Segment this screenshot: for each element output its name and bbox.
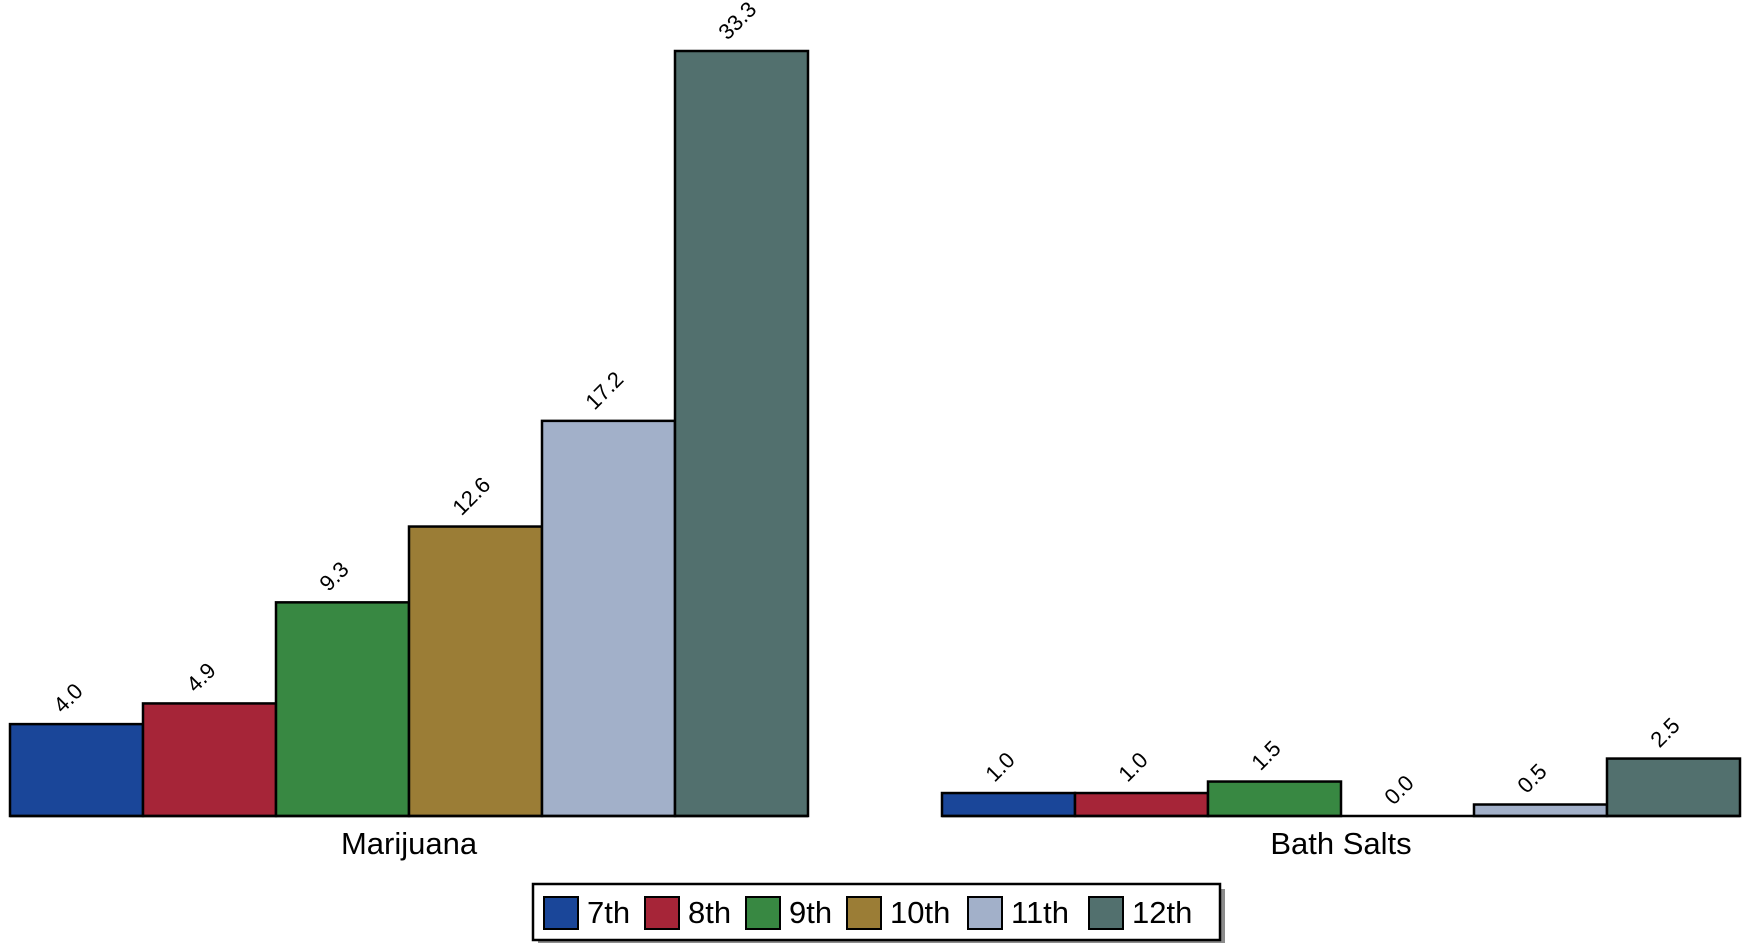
value-label: 4.0: [48, 678, 87, 717]
legend-label-12th: 12th: [1132, 895, 1192, 930]
bar-marijuana-9th: [274, 601, 411, 818]
legend-label-10th: 10th: [890, 895, 950, 930]
value-label: 1.5: [1246, 736, 1285, 775]
bar-bath-salts-8th: [1073, 791, 1210, 818]
value-label: 2.5: [1645, 713, 1684, 752]
legend-swatch-11th: [967, 896, 1003, 930]
bar-marijuana-12th: [673, 49, 810, 818]
value-label: 4.9: [181, 658, 220, 697]
category-labels-layer: Marijuana Bath Salts: [341, 826, 1412, 861]
bars-layer: [8, 49, 1742, 818]
legend-swatch-12th: [1088, 896, 1124, 930]
value-label: 1.0: [1113, 747, 1152, 786]
category-label-bath-salts: Bath Salts: [1270, 826, 1411, 861]
legend-swatch-8th: [644, 896, 680, 930]
legend: 7th 8th 9th 10th 11th 12th: [531, 882, 1225, 945]
bar-marijuana-7th: [8, 722, 145, 818]
bar-bath-salts-9th: [1206, 780, 1343, 818]
value-label: 33.3: [713, 0, 761, 45]
bar-marijuana-11th: [540, 419, 677, 818]
legend-label-7th: 7th: [587, 895, 630, 930]
bar-marijuana-10th: [407, 525, 544, 818]
bar-bath-salts-12th: [1605, 757, 1742, 818]
bar-bath-salts-11th: [1472, 803, 1609, 818]
legend-label-9th: 9th: [789, 895, 832, 930]
legend-swatch-9th: [745, 896, 781, 930]
value-label: 0.5: [1512, 759, 1551, 798]
value-label: 17.2: [580, 366, 628, 414]
bar-marijuana-8th: [141, 702, 278, 818]
value-label: 0.0: [1379, 770, 1418, 809]
category-label-marijuana: Marijuana: [341, 826, 478, 861]
legend-label-11th: 11th: [1011, 895, 1069, 930]
legend-swatch-7th: [543, 896, 579, 930]
value-label: 9.3: [314, 557, 353, 596]
legend-swatch-10th: [846, 896, 882, 930]
legend-label-8th: 8th: [688, 895, 731, 930]
value-label: 1.0: [980, 747, 1019, 786]
bar-bath-salts-7th: [940, 791, 1077, 818]
value-label: 12.6: [447, 472, 495, 520]
